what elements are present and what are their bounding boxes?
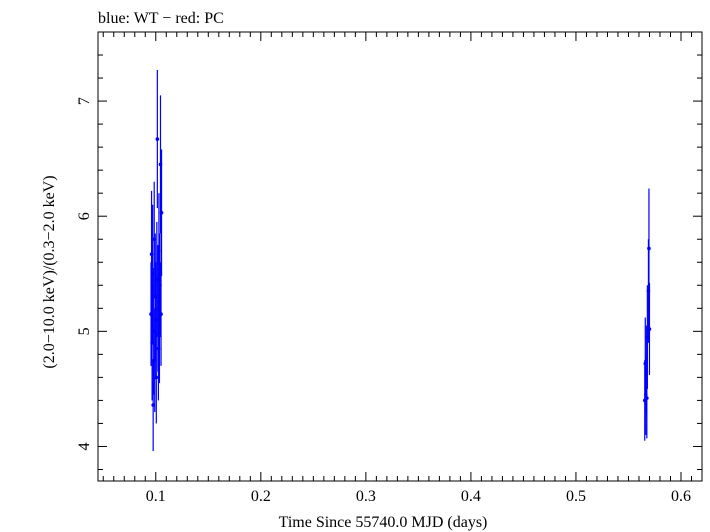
data-point	[155, 137, 160, 141]
data-point	[151, 403, 155, 407]
x-tick-label: 0.1	[146, 488, 166, 505]
data-point	[154, 375, 159, 380]
axis-ticks	[98, 32, 703, 481]
data-point	[159, 312, 163, 316]
chart-title: blue: WT − red: PC	[98, 10, 224, 27]
x-tick-label: 0.3	[356, 488, 376, 505]
data-series-wt	[149, 69, 652, 452]
x-tick-label: 0.5	[566, 488, 586, 505]
x-tick-label: 0.6	[671, 488, 691, 505]
y-tick-label: 6	[76, 212, 93, 220]
x-tick-label: 0.2	[251, 488, 271, 505]
y-tick-label: 4	[76, 442, 93, 450]
axis-tick-labels: 0.1 0.2 0.3 0.4 0.5 0.6 4 5 6 7	[76, 97, 691, 505]
x-tick-label: 0.4	[461, 488, 481, 505]
y-tick-label: 7	[76, 97, 93, 105]
data-point	[159, 210, 164, 215]
data-point	[647, 246, 651, 251]
y-tick-label: 5	[76, 327, 93, 335]
plot-frame	[97, 31, 703, 482]
data-point	[645, 396, 649, 400]
data-point	[647, 327, 652, 331]
x-axis-label: Time Since 55740.0 MJD (days)	[279, 514, 488, 531]
y-axis-label: (2.0−10.0 keV)/(0.3−2.0 keV)	[41, 175, 58, 368]
